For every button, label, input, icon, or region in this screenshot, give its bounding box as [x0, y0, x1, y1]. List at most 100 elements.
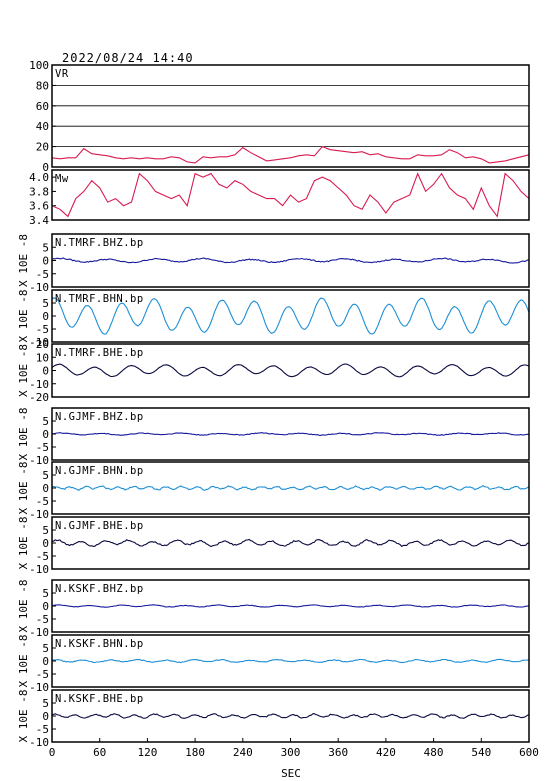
- panel-frame: [51, 169, 530, 221]
- y-tick-label: 100: [29, 59, 49, 72]
- panel-n-kskf-bhn-bp: -10-505 N.KSKF.BHN.bp X 10E -8: [17, 634, 530, 694]
- x-axis: 0 60 120 180 240 300 360 420 480 540 600: [49, 738, 539, 759]
- panel-frame: [51, 233, 530, 288]
- x-tick-label: 120: [137, 746, 157, 759]
- y-tick-label: 60: [36, 100, 49, 113]
- y-tick-label: -10: [29, 454, 49, 467]
- series-line: [51, 297, 530, 335]
- y-tick-label: 0: [42, 482, 49, 495]
- panel-label: N.GJMF.BHN.bp: [55, 465, 144, 477]
- y-axis-label: X 10E -8: [17, 690, 30, 743]
- y-tick-label: 5: [42, 587, 49, 600]
- series-line: [51, 172, 530, 218]
- y-tick-label: -10: [29, 378, 49, 391]
- y-tick-label: 0: [42, 710, 49, 723]
- panel-vr: 0 20 40 60 80 100 VR: [29, 59, 530, 174]
- panel-n-gjmf-bhe-bp: -10-505 N.GJMF.BHE.bp X 10E -8: [17, 516, 530, 576]
- panel-label: N.KSKF.BHN.bp: [55, 638, 144, 650]
- y-tick-label: -10: [29, 626, 49, 639]
- y-tick-label: 3.4: [29, 214, 49, 227]
- y-tick-label: 0: [42, 161, 49, 174]
- panel-n-kskf-bhe-bp: -10-505 N.KSKF.BHE.bp X 10E -8: [17, 689, 530, 749]
- x-tick-label: 540: [471, 746, 491, 759]
- series-line: [51, 145, 530, 164]
- y-axis-label: X 10E -8: [17, 462, 30, 515]
- y-axis-label: X 10E -8: [17, 234, 30, 287]
- series-line: [51, 257, 530, 264]
- y-axis-label: X 10E -8: [17, 517, 30, 570]
- panel-label: N.KSKF.BHE.bp: [55, 693, 144, 705]
- x-tick-label: 600: [519, 746, 539, 759]
- y-tick-label: -5: [36, 668, 49, 681]
- y-tick-label: -10: [29, 563, 49, 576]
- x-axis-label: SEC: [281, 767, 301, 780]
- y-tick-label: 40: [36, 120, 49, 133]
- x-tick-label: 180: [185, 746, 205, 759]
- panel-label: N.GJMF.BHE.bp: [55, 520, 144, 532]
- y-tick-label: 5: [42, 415, 49, 428]
- x-tick-label: 240: [233, 746, 253, 759]
- series-line: [51, 485, 530, 491]
- y-tick-label: -5: [36, 268, 49, 281]
- y-tick-label: -5: [36, 323, 49, 336]
- y-tick-label: 0: [42, 655, 49, 668]
- x-tick-label: 0: [49, 746, 56, 759]
- chart-title: 2022/08/24 14:40: [62, 51, 194, 65]
- panel-n-tmrf-bhz-bp: -10-505 N.TMRF.BHZ.bp X 10E -8: [17, 233, 530, 294]
- y-tick-label: 5: [42, 241, 49, 254]
- y-axis-label: X 10E -8: [17, 344, 30, 397]
- panel-frame: [51, 461, 530, 515]
- panel-label: N.TMRF.BHE.bp: [55, 347, 144, 359]
- y-tick-label: 5: [42, 642, 49, 655]
- panel-n-tmrf-bhn-bp: -10-505 N.TMRF.BHN.bp X 10E -8: [17, 289, 530, 349]
- y-tick-label: 0: [42, 365, 49, 378]
- panel-n-gjmf-bhz-bp: -10-505 N.GJMF.BHZ.bp X 10E -8: [17, 407, 530, 467]
- x-tick-label: 480: [424, 746, 444, 759]
- panel-frame: [51, 289, 530, 343]
- y-tick-label: -5: [36, 441, 49, 454]
- y-tick-label: 0: [42, 600, 49, 613]
- y-tick-label: 20: [36, 338, 49, 351]
- y-axis-label: X 10E -8: [17, 408, 30, 461]
- y-tick-label: -10: [29, 736, 49, 749]
- series-line: [51, 363, 530, 378]
- series-line: [51, 604, 529, 608]
- y-tick-label: 80: [36, 79, 49, 92]
- y-tick-label: 5: [42, 469, 49, 482]
- panel-label: N.TMRF.BHZ.bp: [55, 237, 144, 249]
- y-tick-label: 10: [36, 351, 49, 364]
- y-tick-label: -20: [29, 391, 49, 404]
- panel-label: VR: [55, 68, 69, 80]
- y-axis-label: X 10E -8: [17, 635, 30, 688]
- series-line: [51, 658, 530, 664]
- y-tick-label: 4.0: [29, 171, 49, 184]
- y-tick-label: 0: [42, 537, 49, 550]
- panel-frame: [51, 516, 530, 570]
- x-tick-label: 60: [93, 746, 106, 759]
- panel-mw: 3.43.6 3.84.0 Mw: [29, 169, 530, 227]
- panel-frame: [51, 579, 530, 633]
- y-tick-label: 20: [36, 141, 49, 154]
- series-line: [51, 538, 530, 548]
- panel-n-gjmf-bhn-bp: -10-505 N.GJMF.BHN.bp X 10E -8: [17, 461, 530, 521]
- panel-label: N.TMRF.BHN.bp: [55, 293, 144, 305]
- y-axis-label: X 10E -8: [17, 290, 30, 343]
- y-tick-label: 5: [42, 524, 49, 537]
- x-tick-label: 420: [376, 746, 396, 759]
- y-tick-label: 0: [42, 255, 49, 268]
- y-tick-label: -5: [36, 550, 49, 563]
- y-tick-label: 3.8: [29, 185, 49, 198]
- y-tick-label: -10: [29, 681, 49, 694]
- panel-frame: [51, 64, 530, 168]
- panel-label: Mw: [55, 173, 69, 185]
- panel-frame: [51, 634, 530, 688]
- series-line: [51, 713, 530, 719]
- panel-label: N.GJMF.BHZ.bp: [55, 411, 144, 423]
- panel-n-kskf-bhz-bp: -10-505 N.KSKF.BHZ.bp X 10E -8: [17, 579, 530, 639]
- y-tick-label: -5: [36, 723, 49, 736]
- panel-frame: [51, 343, 530, 398]
- y-tick-label: -5: [36, 613, 49, 626]
- x-tick-label: 360: [328, 746, 348, 759]
- y-tick-label: -5: [36, 495, 49, 508]
